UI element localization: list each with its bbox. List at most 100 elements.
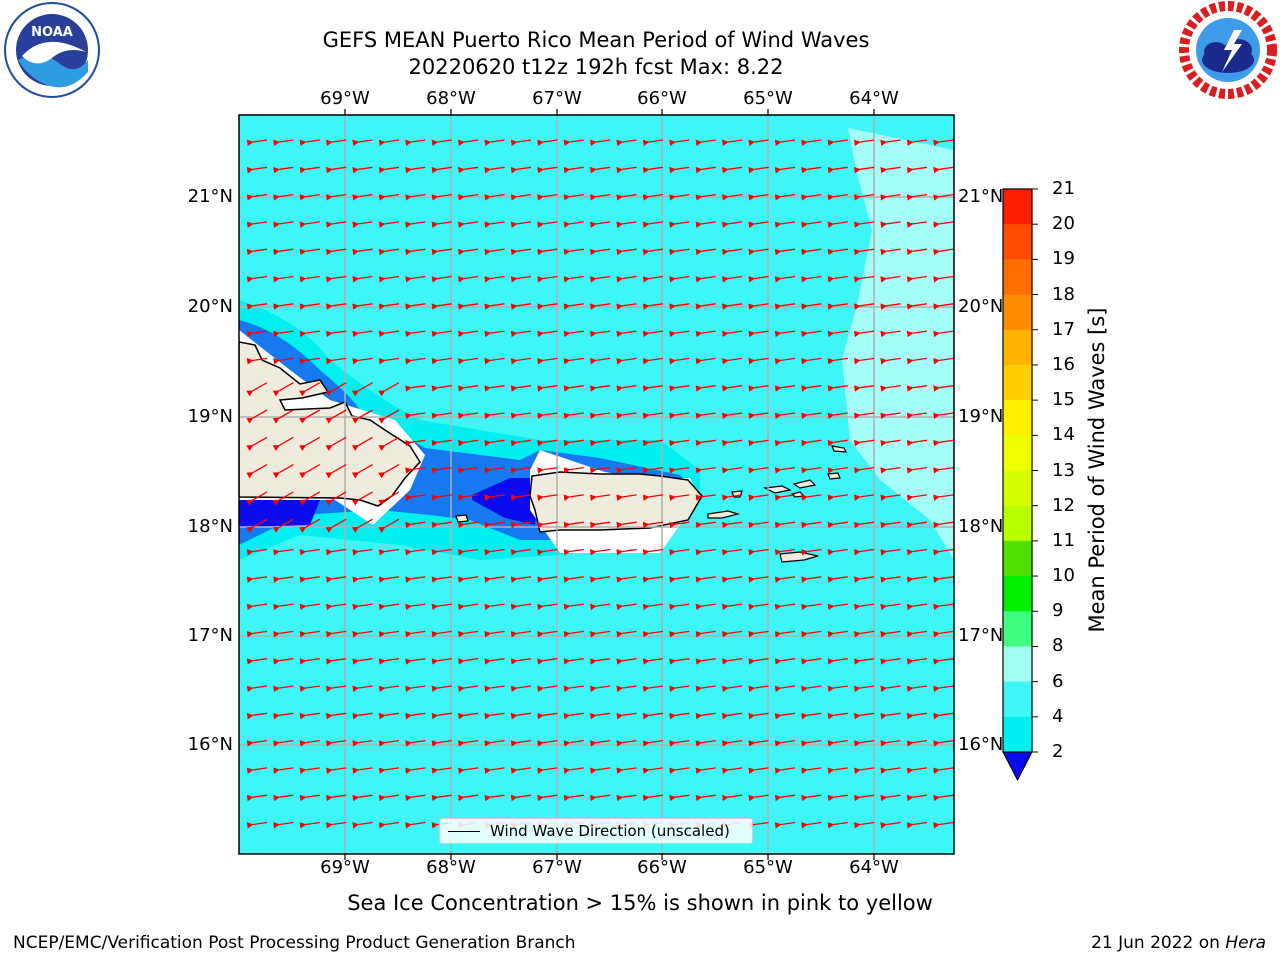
sea-ice-note: Sea Ice Concentration > 15% is shown in … — [347, 891, 933, 915]
wind-wave-arrow — [378, 712, 400, 720]
wind-wave-arrow — [642, 576, 664, 583]
wind-wave-arrow — [801, 357, 822, 365]
wind-wave-arrow — [853, 303, 875, 310]
lat-tick-left: 18°N — [187, 516, 233, 537]
wind-wave-arrow — [299, 630, 320, 638]
legend-line-swatch — [448, 831, 480, 832]
wind-wave-arrow — [827, 166, 848, 174]
wind-wave-arrow — [510, 548, 532, 556]
wind-wave-arrow — [853, 466, 875, 474]
wind-wave-arrow — [721, 357, 743, 365]
wind-wave-arrow — [748, 357, 769, 365]
wind-wave-arrow — [933, 794, 954, 802]
noaa-logo-text: NOAA — [31, 25, 73, 40]
wind-wave-arrow — [405, 221, 426, 228]
wind-wave-arrow — [906, 466, 928, 474]
wind-wave-arrow — [774, 275, 796, 283]
wind-wave-arrow — [748, 712, 769, 720]
wind-wave-arrow — [378, 275, 400, 283]
wind-wave-arrow — [774, 685, 796, 693]
wind-wave-arrow — [906, 685, 928, 693]
wind-wave-arrow — [246, 794, 268, 802]
wind-wave-arrow — [616, 548, 637, 556]
wind-wave-arrow — [748, 739, 769, 747]
wind-wave-arrow — [853, 767, 875, 774]
wind-wave-arrow — [273, 303, 294, 310]
wind-wave-arrow — [669, 330, 690, 338]
wind-wave-arrow — [774, 603, 796, 611]
wind-wave-arrow — [484, 603, 505, 611]
land-puerto-rico — [529, 471, 703, 533]
wind-wave-arrow — [801, 193, 822, 201]
wind-wave-arrow — [748, 139, 769, 147]
colorbar-segment — [1003, 540, 1032, 577]
wind-wave-arrow — [299, 464, 321, 479]
wind-wave-arrow — [853, 385, 875, 392]
wind-wave-arrow — [299, 491, 321, 506]
wind-wave-arrow — [774, 357, 796, 365]
wind-wave-arrow — [827, 357, 848, 365]
wind-wave-arrow — [457, 439, 479, 447]
wind-wave-arrow — [457, 330, 479, 338]
wind-wave-arrow — [484, 739, 505, 747]
wind-wave-arrow — [563, 658, 584, 665]
wind-wave-arrow — [827, 439, 848, 447]
wind-wave-arrow — [484, 193, 505, 201]
wind-wave-arrow — [827, 248, 848, 256]
wind-wave-arrow — [695, 193, 716, 201]
wind-wave-arrow — [246, 221, 268, 228]
wind-wave-arrow — [457, 221, 479, 228]
wind-wave-arrow — [748, 248, 769, 256]
wind-wave-arrow — [642, 494, 664, 501]
wind-wave-arrow — [695, 248, 716, 256]
wind-wave-arrow — [721, 330, 743, 338]
wind-wave-arrow — [378, 436, 400, 452]
wind-wave-arrow — [616, 494, 637, 501]
wind-wave-arrow — [616, 412, 637, 420]
wind-wave-arrow — [246, 548, 268, 556]
wind-wave-arrow — [721, 385, 743, 392]
wind-wave-arrow — [510, 685, 532, 693]
wind-wave-arrow — [246, 193, 268, 201]
wind-wave-arrow — [827, 685, 848, 693]
wind-wave-arrow — [933, 630, 954, 638]
wind-wave-arrow — [457, 739, 479, 747]
wind-wave-arrow — [563, 712, 584, 720]
wind-wave-arrow — [246, 491, 268, 506]
wind-wave-arrow — [378, 166, 400, 174]
wind-wave-arrow — [484, 466, 505, 474]
wind-wave-arrow — [352, 821, 373, 829]
wind-wave-arrow — [405, 166, 426, 174]
wind-wave-arrow — [721, 439, 743, 447]
lat-tick-left: 19°N — [187, 406, 233, 427]
wind-wave-arrow — [880, 548, 901, 556]
wind-wave-arrow — [510, 330, 532, 338]
wind-wave-arrow — [642, 603, 664, 611]
wind-wave-arrow — [563, 139, 584, 147]
wind-wave-arrow — [457, 275, 479, 283]
wind-wave-arrow — [352, 767, 373, 774]
wind-wave-arrow — [906, 603, 928, 611]
wind-wave-arrow — [880, 767, 901, 774]
wind-wave-arrow — [352, 576, 373, 583]
wind-wave-arrow — [246, 330, 268, 338]
wind-wave-arrow — [537, 548, 558, 556]
wind-wave-arrow — [352, 139, 373, 147]
wind-wave-arrow — [510, 466, 532, 474]
wind-wave-arrow — [325, 548, 347, 556]
wind-wave-arrow — [669, 412, 690, 420]
wind-wave-arrow — [906, 412, 928, 420]
wind-wave-arrow — [853, 275, 875, 283]
wind-wave-arrow — [431, 221, 452, 228]
wind-wave-arrow — [906, 794, 928, 802]
wind-wave-arrow — [616, 685, 637, 693]
wind-wave-arrow — [351, 464, 373, 479]
wind-wave-arrow — [616, 166, 637, 174]
wind-wave-arrow — [642, 385, 664, 392]
wind-wave-arrow — [325, 658, 347, 665]
wind-wave-arrow — [457, 357, 479, 365]
wind-wave-arrow — [537, 603, 558, 611]
wind-wave-arrow — [906, 303, 928, 310]
wind-wave-arrow — [589, 248, 611, 256]
wind-wave-arrow — [933, 248, 954, 256]
